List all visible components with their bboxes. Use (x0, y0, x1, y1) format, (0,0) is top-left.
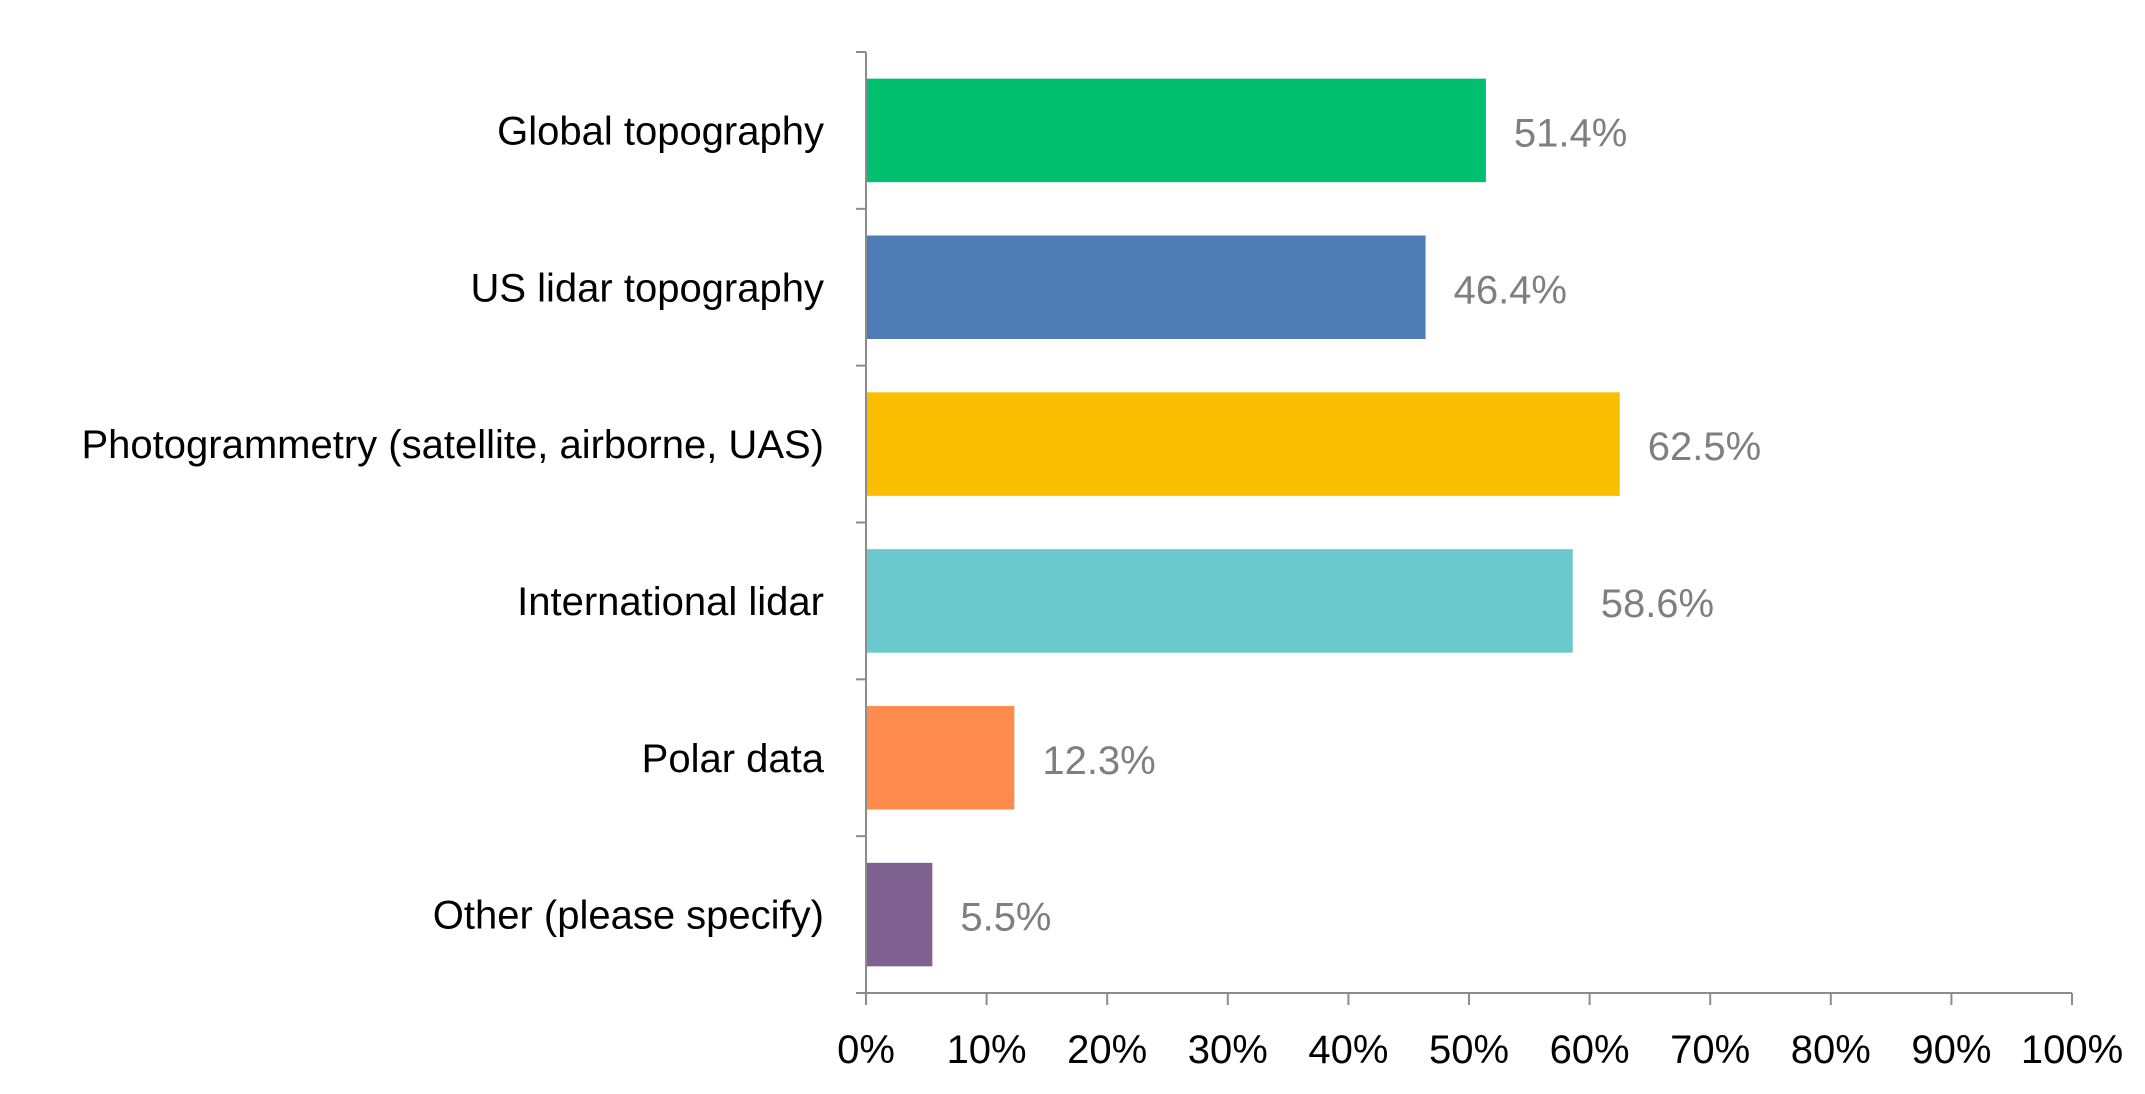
axis-ticks (856, 51, 2073, 1005)
bar (866, 705, 1015, 810)
x-tick-label: 90% (1911, 1028, 1991, 1072)
category-label: US lidar topography (470, 266, 824, 310)
x-tick-label: 60% (1550, 1028, 1630, 1072)
x-tick-labels: 0% 10% 20% 30% 40% 50% 60% 70% 80% 90% 100% (837, 1028, 2123, 1072)
data-label: 46.4% (1454, 268, 1567, 312)
data-label: 62.5% (1648, 425, 1761, 469)
data-label: 58.6% (1601, 582, 1714, 626)
category-labels: Global topography US lidar topography Phot… (82, 109, 825, 937)
x-tick-label: 10% (947, 1028, 1027, 1072)
category-label: Global topography (497, 109, 824, 153)
data-label: 51.4% (1514, 111, 1627, 155)
bar (866, 235, 1426, 340)
category-label: Photogrammetry (satellite, airborne, UAS… (82, 423, 825, 467)
bar (866, 392, 1620, 496)
bars-group (866, 78, 1620, 967)
x-tick-label: 50% (1429, 1028, 1509, 1072)
x-tick-label: 40% (1308, 1028, 1388, 1072)
x-tick-label: 30% (1188, 1028, 1268, 1072)
x-tick-label: 20% (1067, 1028, 1147, 1072)
data-label: 5.5% (960, 896, 1051, 940)
category-label: Other (please specify) (433, 894, 824, 938)
x-tick-label: 80% (1791, 1028, 1871, 1072)
x-tick-label: 0% (837, 1028, 895, 1072)
category-label: Polar data (642, 737, 825, 781)
data-label: 12.3% (1042, 739, 1155, 783)
category-label: International lidar (517, 580, 824, 624)
bar (866, 862, 933, 967)
x-tick-label: 70% (1670, 1028, 1750, 1072)
x-tick-label: 100% (2021, 1028, 2123, 1072)
bar (866, 78, 1486, 183)
bar (866, 549, 1573, 653)
axes (865, 52, 2072, 994)
data-labels: 51.4% 46.4% 62.5% 58.6% 12.3% 5.5% (960, 111, 1761, 939)
